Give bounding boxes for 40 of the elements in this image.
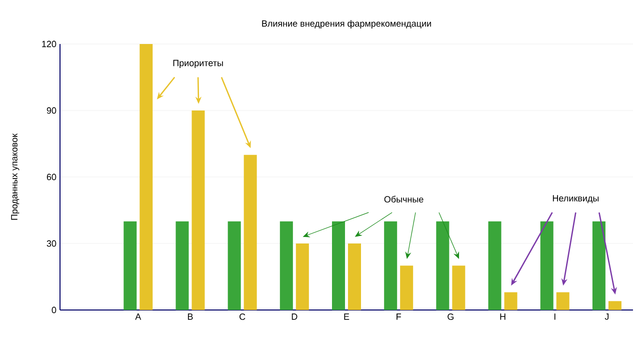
x-tick-label: F xyxy=(396,314,401,320)
annotation: Обычные xyxy=(384,196,424,203)
x-tick-label: A xyxy=(135,314,142,320)
bar xyxy=(124,221,137,310)
bar xyxy=(332,221,346,310)
bar xyxy=(280,221,293,310)
bar xyxy=(228,221,241,310)
bar xyxy=(192,110,205,310)
x-tick-label: B xyxy=(188,314,193,320)
y-tick-label: 30 xyxy=(46,240,56,247)
bar xyxy=(452,266,466,310)
bar xyxy=(400,266,414,310)
x-tick-label: H xyxy=(500,314,506,320)
bar xyxy=(540,221,554,310)
bar xyxy=(488,221,502,310)
bar xyxy=(384,221,398,310)
y-tick-label: 120 xyxy=(42,40,56,48)
bar xyxy=(556,292,570,310)
bar xyxy=(296,243,309,310)
x-tick-label: E xyxy=(344,314,350,320)
chart-title: Влияние внедрения фармрекомендации xyxy=(262,20,431,28)
y-tick-label: 60 xyxy=(46,174,56,180)
bar xyxy=(176,221,189,310)
bar xyxy=(140,44,153,310)
bar xyxy=(504,292,518,310)
x-tick-label: I xyxy=(554,314,556,320)
annotation: Неликвиды xyxy=(552,195,599,204)
x-tick-label: D xyxy=(292,314,298,320)
bar xyxy=(608,301,622,310)
bar xyxy=(244,154,257,310)
y-axis-title: Проданных упаковок xyxy=(11,133,20,220)
bar xyxy=(436,221,450,310)
x-tick-label: J xyxy=(604,314,609,320)
y-tick-label: 0 xyxy=(52,306,56,314)
y-tick-label: 90 xyxy=(46,107,56,114)
bar xyxy=(348,243,362,310)
annotation: Приоритеты xyxy=(173,60,223,68)
x-tick-label: G xyxy=(448,314,454,320)
bar xyxy=(592,221,606,310)
x-tick-label: C xyxy=(240,314,246,320)
